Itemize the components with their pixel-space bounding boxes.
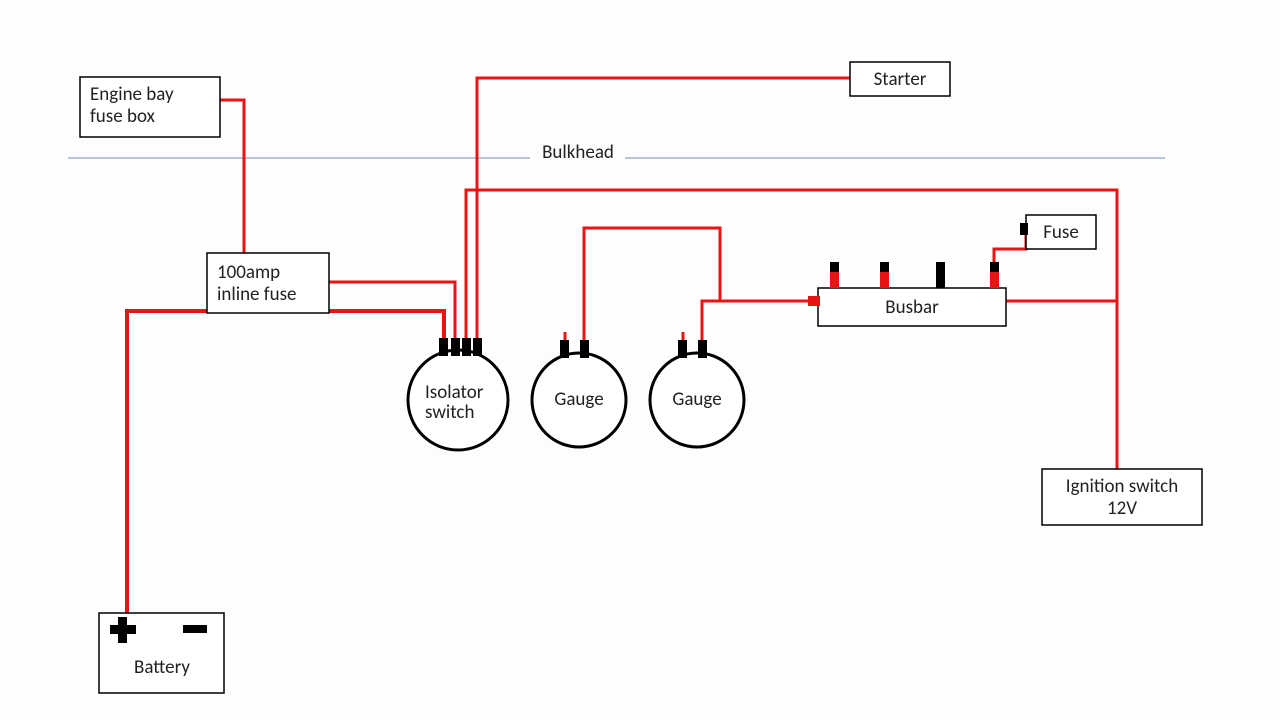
engine-bay-label-l1: Engine bay (90, 83, 174, 106)
ignition-label-l1: Ignition switch (1066, 475, 1178, 498)
terminal-busbar-top-2b (880, 262, 889, 272)
ignition-label-l2: 12V (1107, 497, 1137, 520)
terminal-busbar-top-4b (990, 262, 999, 272)
terminal-isolator-1 (439, 338, 448, 356)
starter-label: Starter (874, 68, 927, 91)
fuse-label: Fuse (1043, 221, 1079, 244)
terminal-fuse-left (1020, 223, 1028, 235)
gauge-b-label: Gauge (672, 388, 721, 411)
terminal-busbar-left (808, 296, 820, 306)
isolator-label-l2: switch (425, 401, 474, 424)
terminal-gauge-b-1 (678, 340, 687, 358)
terminal-gauge-b-2 (698, 340, 707, 358)
gauge-a-label: Gauge (554, 388, 603, 411)
terminal-isolator-3 (462, 338, 471, 356)
terminal-gauge-a-1 (560, 340, 569, 358)
terminal-isolator-4 (473, 338, 482, 356)
wire-gauge-b-to-busbar (702, 301, 818, 348)
wire-enginebay-to-inlinefuse (220, 100, 244, 253)
battery-label: Battery (134, 656, 190, 679)
terminal-busbar-top-1b (830, 262, 839, 272)
inline-fuse-label-l2: inline fuse (217, 283, 296, 306)
battery-minus-icon (183, 625, 207, 633)
wire-battery-to-isolator (127, 311, 444, 613)
terminal-busbar-top-3 (936, 262, 945, 288)
inline-fuse-label-l1: 100amp (217, 261, 280, 284)
bulkhead-label: Bulkhead (542, 141, 614, 164)
terminal-gauge-a-2 (580, 340, 589, 358)
wire-isolator-to-starter (477, 78, 850, 344)
wire-isolator-to-busbar-right (466, 190, 1117, 344)
busbar-label: Busbar (885, 296, 939, 319)
terminal-isolator-2 (451, 338, 460, 356)
engine-bay-label-l2: fuse box (90, 105, 156, 128)
